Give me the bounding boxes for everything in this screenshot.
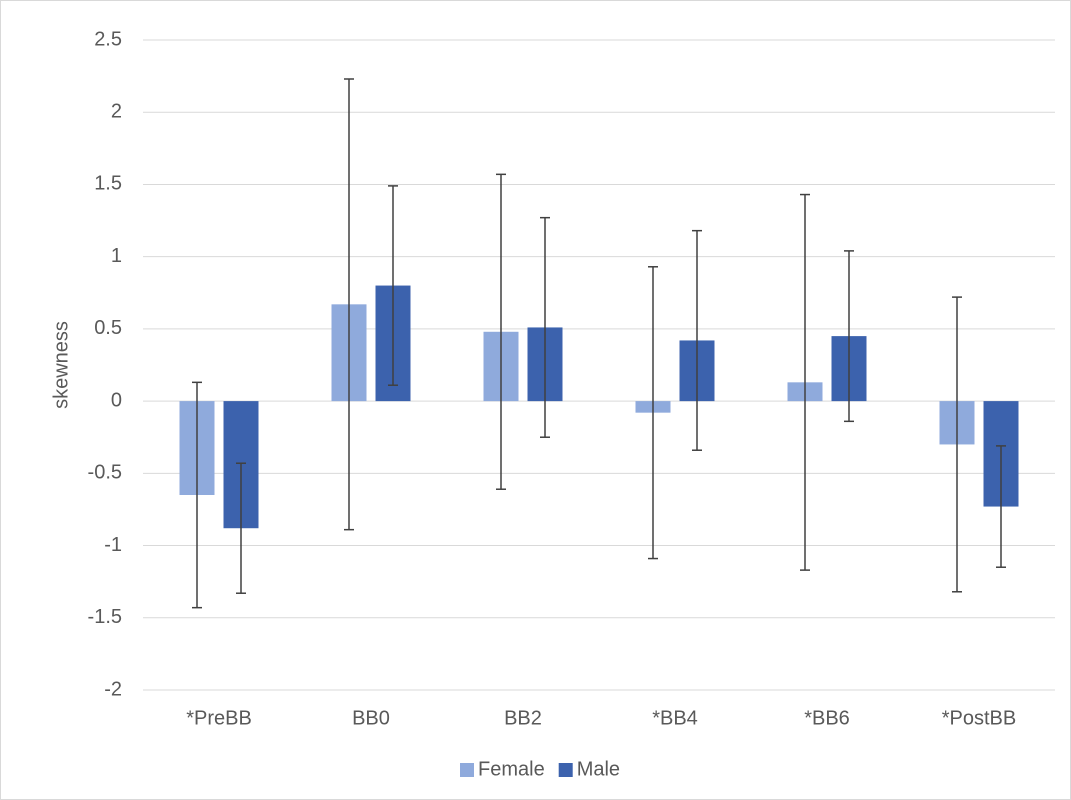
x-tick-label: *PostBB bbox=[942, 707, 1016, 729]
legend-label: Male bbox=[577, 758, 620, 780]
y-tick-label: -1.5 bbox=[88, 606, 122, 628]
y-tick-label: 0 bbox=[111, 389, 122, 411]
y-tick-label: -0.5 bbox=[88, 462, 122, 484]
y-tick-label: 1 bbox=[111, 245, 122, 267]
error-bar bbox=[844, 250, 854, 423]
error-bar bbox=[388, 185, 398, 386]
error-bar bbox=[800, 193, 810, 571]
error-bar bbox=[692, 229, 702, 451]
y-tick-label: -1 bbox=[104, 534, 122, 556]
legend-swatch bbox=[460, 763, 474, 777]
error-bar bbox=[996, 445, 1006, 568]
x-tick-label: BB0 bbox=[352, 707, 390, 729]
y-tick-label: 2 bbox=[111, 101, 122, 123]
x-tick-label: *BB6 bbox=[804, 707, 850, 729]
error-bar bbox=[496, 173, 506, 490]
error-bar bbox=[952, 296, 962, 593]
error-bar bbox=[344, 78, 354, 531]
error-bar bbox=[236, 462, 246, 594]
y-tick-label: 2.5 bbox=[94, 28, 122, 50]
y-tick-label: 1.5 bbox=[94, 173, 122, 195]
error-bar bbox=[540, 216, 550, 438]
legend-label: Female bbox=[478, 758, 545, 780]
x-tick-label: *PreBB bbox=[186, 707, 252, 729]
x-tick-label: BB2 bbox=[504, 707, 542, 729]
x-tick-label: *BB4 bbox=[652, 707, 698, 729]
y-tick-label: -2 bbox=[104, 678, 122, 700]
legend-swatch bbox=[558, 763, 573, 777]
error-bar bbox=[192, 381, 202, 609]
y-axis-label: skewness bbox=[50, 321, 72, 409]
y-tick-label: 0.5 bbox=[94, 317, 122, 339]
error-bar bbox=[648, 266, 658, 560]
